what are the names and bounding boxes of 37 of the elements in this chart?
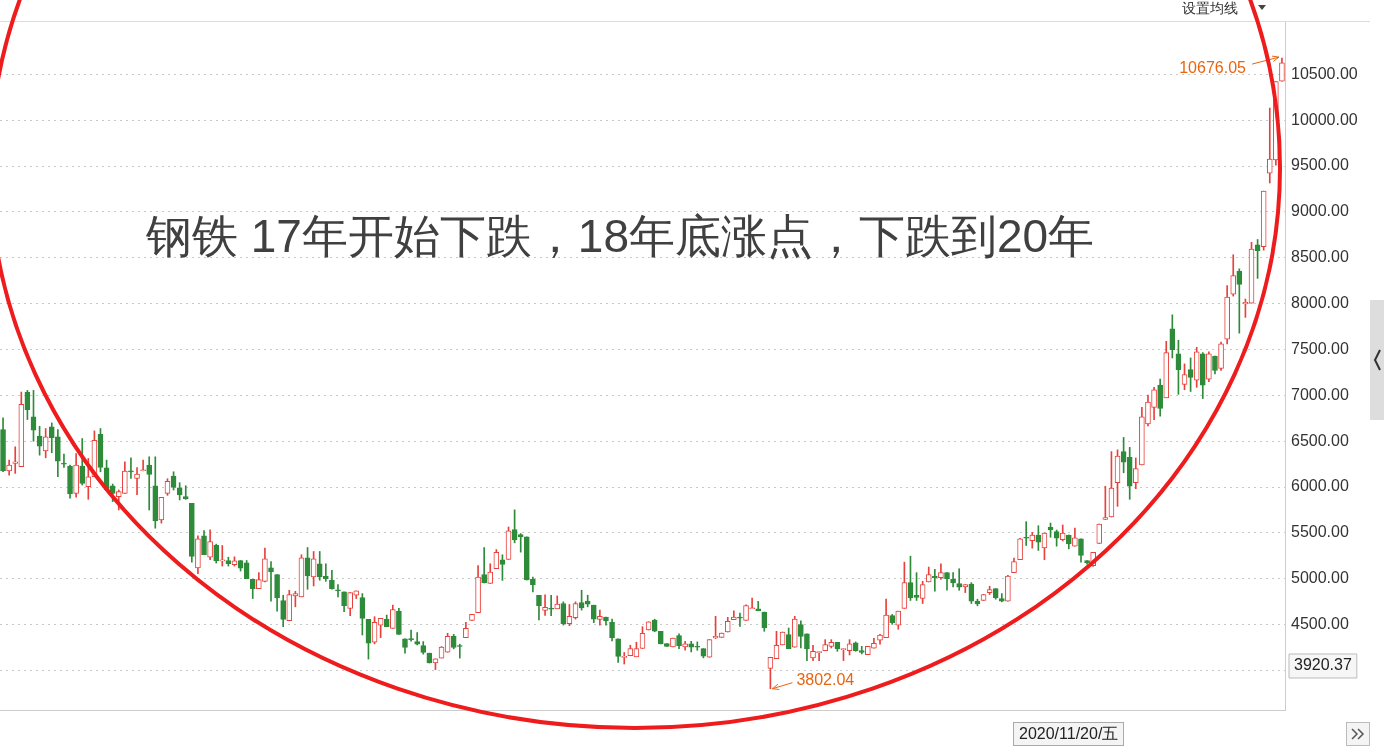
candlestick xyxy=(749,597,755,610)
y-tick-label: 5000.00 xyxy=(1291,569,1349,587)
y-tick-label: 8000.00 xyxy=(1291,294,1349,312)
text: 2020/11/20/五 xyxy=(1013,722,1125,746)
candlestick xyxy=(219,545,226,567)
candlestick xyxy=(1266,107,1273,184)
y-tick-label: 4500.00 xyxy=(1291,615,1349,633)
y-tick-label: 7500.00 xyxy=(1291,339,1349,357)
annotation: 3802.04 xyxy=(796,671,855,689)
candlestick xyxy=(268,561,274,602)
text: 3920.37 xyxy=(1294,656,1352,674)
y-tick-label: 9500.00 xyxy=(1291,156,1349,174)
annotation: 10676.05 xyxy=(1179,58,1247,76)
candlestick xyxy=(481,547,487,584)
y-tick-label: 7000.00 xyxy=(1291,385,1349,403)
y-tick-label: 9000.00 xyxy=(1291,202,1349,220)
candlestick xyxy=(1236,268,1243,334)
text: 钢铁 17年开始下跌，18年底涨点，下跌到20年 xyxy=(144,209,1096,264)
candlestick xyxy=(548,594,554,617)
candlestick xyxy=(128,457,134,479)
candlestick xyxy=(542,594,548,616)
y-tick-label: 10500.00 xyxy=(1291,64,1358,82)
y-tick-label: 8500.00 xyxy=(1291,248,1349,266)
y-tick-label: 6500.00 xyxy=(1291,431,1349,449)
candlestick xyxy=(140,459,146,472)
y-tick-label: 10000.00 xyxy=(1291,110,1358,128)
text: 设置均线 xyxy=(1182,0,1238,16)
candlestick xyxy=(134,467,140,495)
candlestick xyxy=(335,584,341,598)
candlestick xyxy=(61,453,67,468)
candlestick xyxy=(1023,521,1029,546)
candlestick xyxy=(182,485,189,500)
y-tick-label: 5500.00 xyxy=(1291,523,1349,541)
candlestick xyxy=(737,612,743,627)
candlestick xyxy=(146,456,153,511)
y-tick-label: 6000.00 xyxy=(1291,477,1349,495)
candlestick xyxy=(956,568,963,591)
